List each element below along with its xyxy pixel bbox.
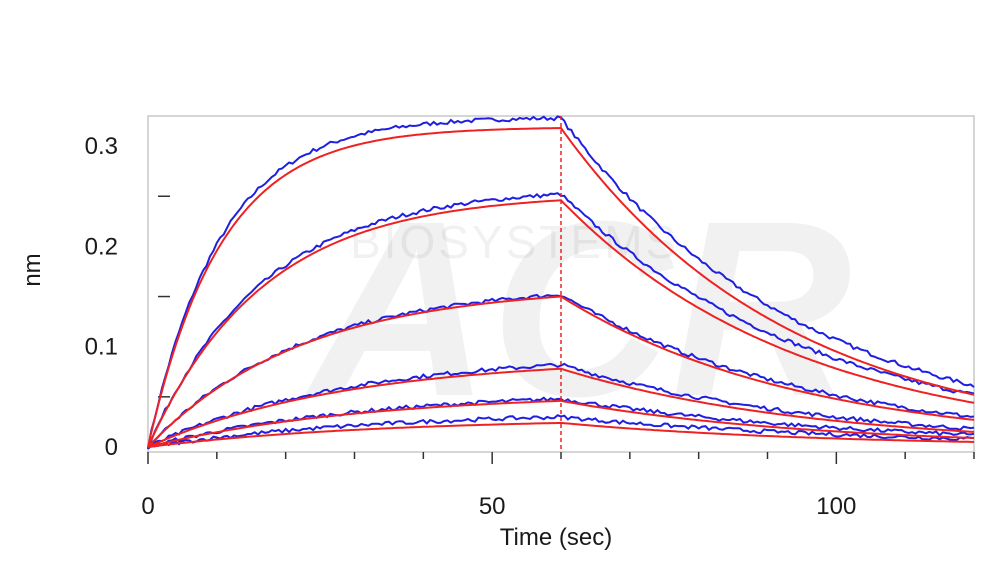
measured-curve [147,414,975,450]
y-tick-label: 0.3 [85,133,118,160]
x-axis-ticks: 0 50 100 [141,452,975,520]
x-tick-label: 0 [141,493,154,520]
measured-curve [147,362,975,449]
x-tick-label: 50 [479,493,506,520]
x-tick-label: 100 [816,493,856,520]
fit-curve [147,399,975,448]
y-axis-ticks: 0 0.1 0.2 0.3 [85,133,170,461]
fit-curve [147,126,975,448]
fit-curve [147,421,975,448]
watermark-text: BIOSYSTEMS [350,216,679,268]
y-tick-label: 0.2 [85,233,118,260]
fit-curve [147,295,975,448]
x-axis-title: Time (sec) [500,524,612,551]
y-axis-title: nm [19,253,46,286]
y-tick-label: 0.1 [85,334,118,361]
watermark-logo: ACR [304,169,852,448]
y-tick-label: 0 [105,434,118,461]
